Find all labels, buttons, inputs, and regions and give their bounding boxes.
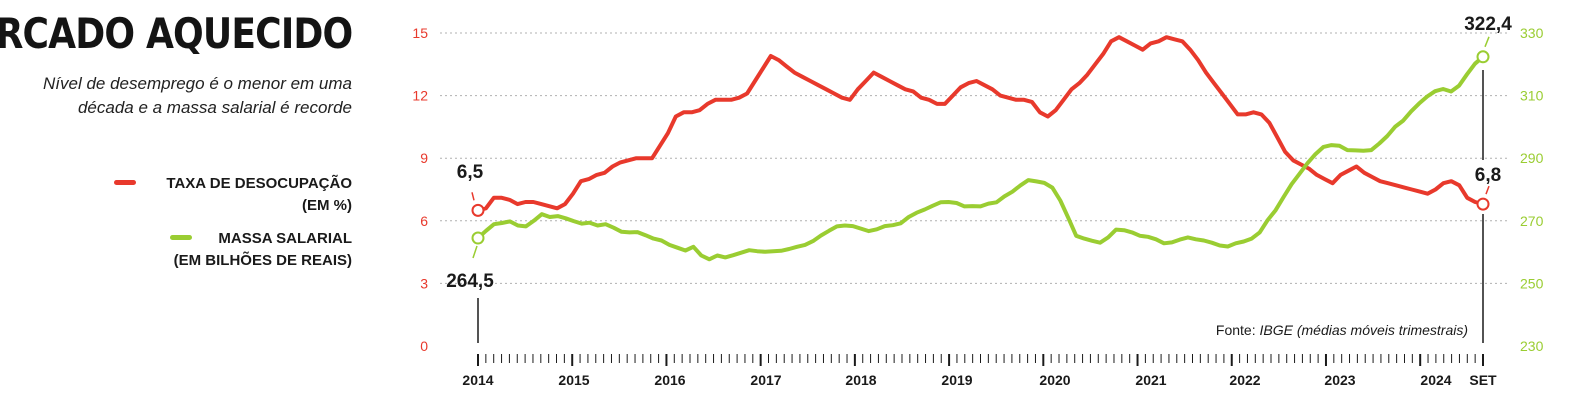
x-tick-label: 2022 — [1229, 372, 1260, 388]
unemployment-end-leader — [1485, 185, 1490, 195]
payroll-start-marker — [471, 231, 485, 245]
x-tick-label: 2024 — [1420, 372, 1451, 388]
unemployment-end-marker — [1476, 197, 1490, 211]
unemployment-end-label: 6,8 — [1475, 165, 1501, 186]
y-right-tick-label: 330 — [1520, 25, 1544, 41]
legend-payroll-label: MASSA SALARIAL — [218, 230, 352, 247]
y-left-tick-label: 9 — [420, 150, 428, 166]
subtitle-line-2: década e a massa salarial é recorde — [77, 98, 352, 117]
source-text: IBGE (médias móveis trimestrais) — [1260, 322, 1468, 338]
source-prefix: Fonte: — [1216, 322, 1260, 338]
payroll-end-leader — [1484, 36, 1490, 48]
source-note: Fonte: IBGE (médias móveis trimestrais) — [1216, 322, 1468, 338]
x-tick-label: 2023 — [1324, 372, 1355, 388]
y-right-tick-label: 270 — [1520, 213, 1544, 229]
left-panel: MERCADO AQUECIDO Nível de desemprego é o… — [0, 0, 353, 400]
x-tick-label: 2018 — [845, 372, 876, 388]
payroll-start-label: 264,5 — [446, 271, 494, 292]
y-left-tick-label: 3 — [420, 275, 428, 291]
y-right-tick-label: 310 — [1520, 88, 1544, 104]
y-right-tick-label: 250 — [1520, 275, 1544, 291]
y-right-tick-label: 290 — [1520, 150, 1544, 166]
legend-swatch-unemployment — [114, 180, 136, 185]
x-tick-label: 2021 — [1135, 372, 1166, 388]
y-left-tick-label: 6 — [420, 213, 428, 229]
y-right-tick-label: 230 — [1520, 338, 1544, 354]
y-left-tick-label: 12 — [412, 88, 428, 104]
unemployment-start-leader — [471, 192, 475, 201]
x-tick-label: 2016 — [654, 372, 685, 388]
payroll-end-marker — [1476, 50, 1490, 64]
payroll-start-leader — [472, 245, 478, 259]
legend-unemployment-unit: (EM %) — [302, 197, 352, 214]
legend-payroll-unit: (EM BILHÕES DE REAIS) — [173, 252, 352, 269]
x-tick-label: 2015 — [558, 372, 589, 388]
x-tick-label: 2020 — [1039, 372, 1070, 388]
legend-payroll: MASSA SALARIAL (EM BILHÕES DE REAIS) — [174, 228, 352, 272]
unemployment-start-label: 6,5 — [457, 162, 484, 183]
y-left-tick-label: 15 — [412, 25, 428, 41]
legend-swatch-payroll — [170, 235, 192, 240]
page-title: MERCADO AQUECIDO — [0, 9, 353, 58]
legend-unemployment-label: TAXA DE DESOCUPAÇÃO — [166, 175, 352, 192]
unemployment-start-marker — [471, 203, 485, 217]
page-subtitle: Nível de desemprego é o menor em uma déc… — [0, 72, 352, 120]
legend-unemployment: TAXA DE DESOCUPAÇÃO (EM %) — [166, 173, 352, 217]
payroll-end-label: 322,4 — [1464, 14, 1512, 35]
y-left-tick-label: 0 — [420, 338, 428, 354]
x-tick-label: SET — [1469, 372, 1497, 388]
x-tick-label: 2019 — [941, 372, 972, 388]
payroll-line — [476, 54, 1485, 262]
x-tick-label: 2017 — [750, 372, 781, 388]
x-tick-label: 2014 — [462, 372, 493, 388]
subtitle-line-1: Nível de desemprego é o menor em uma — [43, 74, 352, 93]
unemployment-line — [476, 35, 1485, 213]
